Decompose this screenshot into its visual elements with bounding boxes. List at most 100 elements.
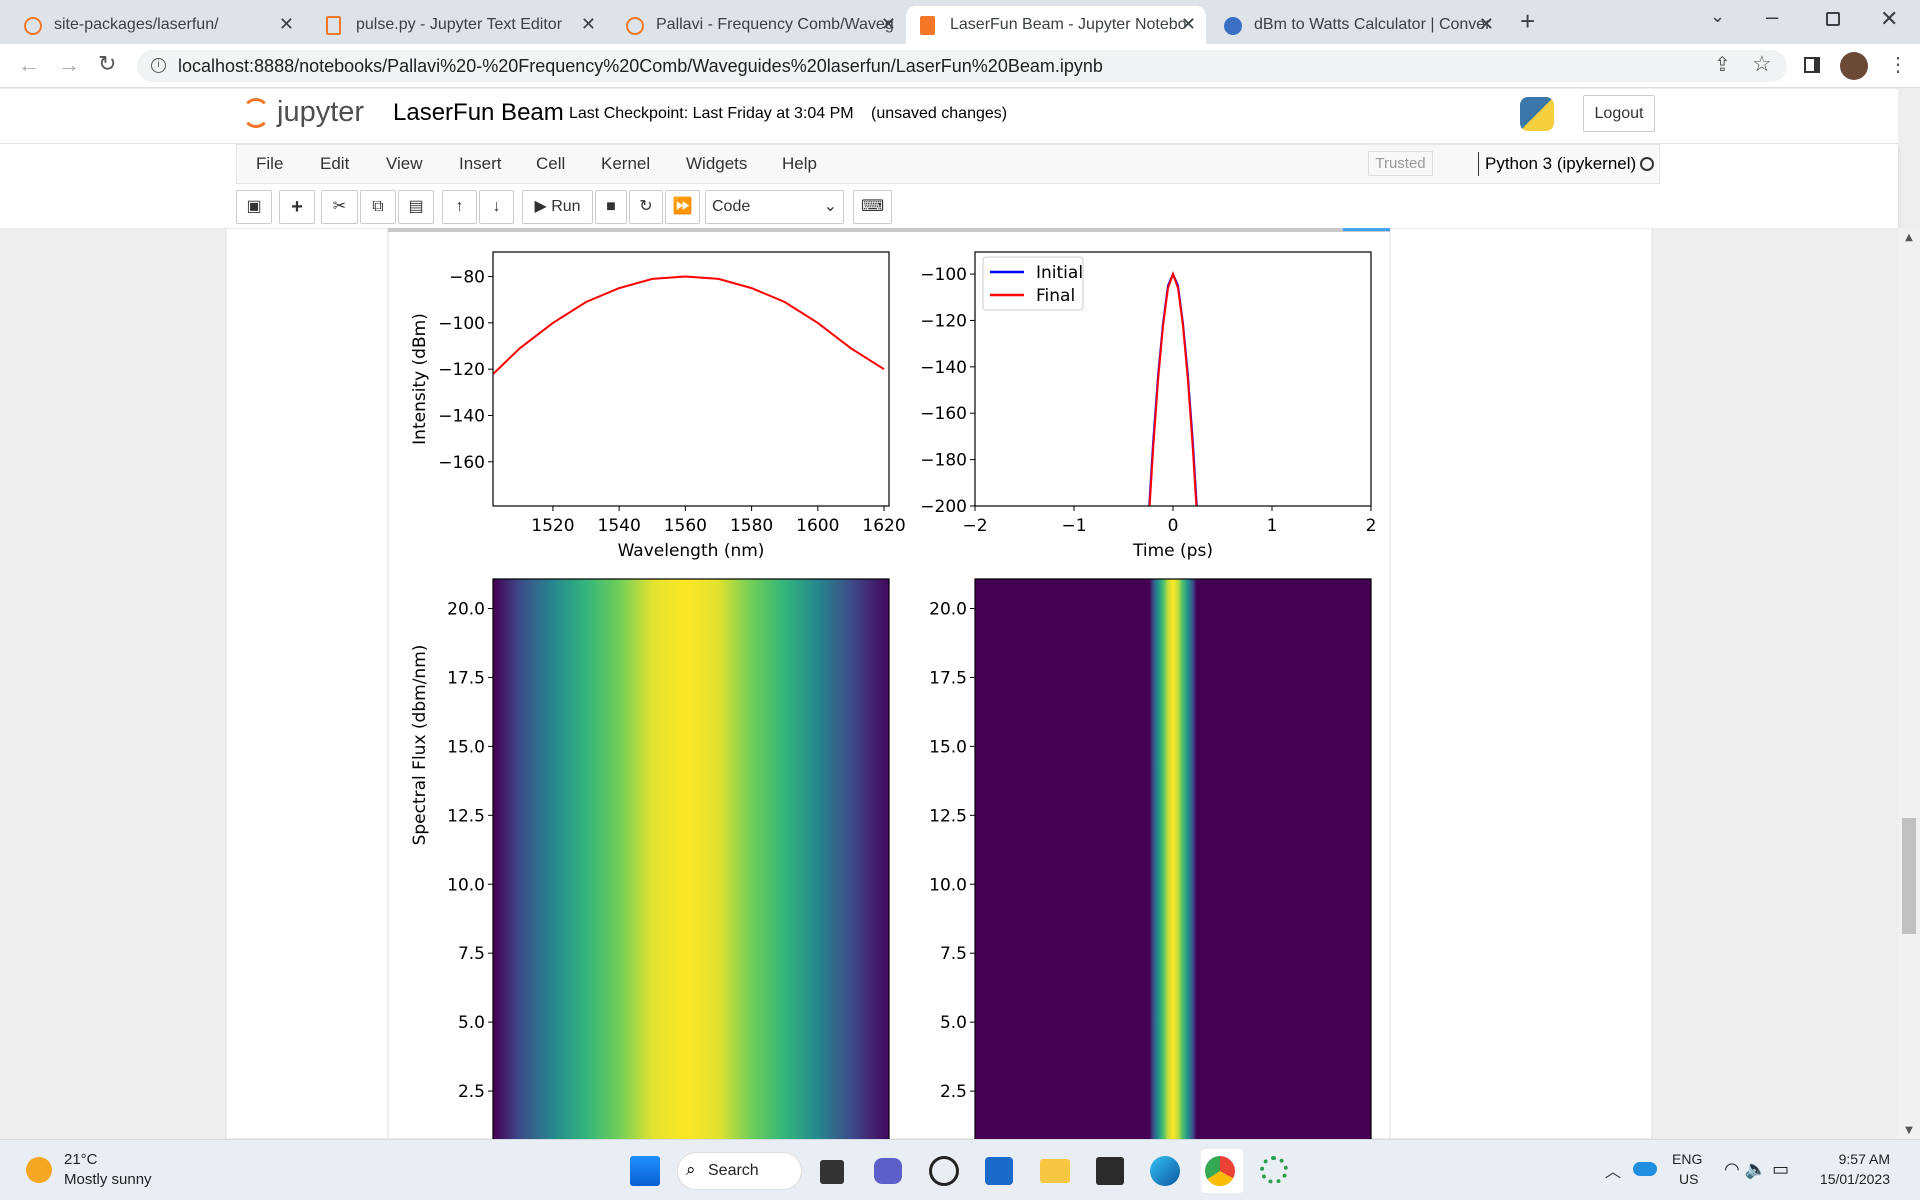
menu-item[interactable]: Insert [459,154,502,173]
language[interactable]: ENG [1672,1151,1703,1167]
run-button[interactable]: ▶ Run [522,190,593,224]
stop-button[interactable]: ■ [595,190,627,224]
bookmark[interactable]: ☆ [1752,51,1772,76]
side-panel[interactable] [1804,57,1820,73]
dropdown-arrow: ⌄ [823,198,837,215]
y-tick-label: −100 [438,314,485,334]
temperature[interactable]: 21°C [64,1151,98,1168]
tab-title: pulse.py - Jupyter Text Editor [356,16,563,33]
close[interactable]: ✕ [580,14,596,34]
notebook-name[interactable]: LaserFun Beam [393,99,564,126]
cut-button[interactable]: ✂ [321,190,358,224]
trusted-indicator[interactable]: Trusted [1368,151,1433,176]
tab[interactable]: pulse.py - Jupyter Text Editor ✕ [312,6,606,44]
y-tick-label: 15.0 [929,737,967,757]
move-down-button[interactable]: ↓ [479,190,514,224]
app-explorer[interactable] [1040,1159,1070,1183]
move-up-button[interactable]: ↑ [442,190,477,224]
scroll-shadow [388,228,1390,232]
task-view[interactable] [820,1160,844,1184]
clock-time[interactable]: 9:57 AM [1838,1151,1890,1167]
menu-item[interactable]: Cell [536,154,566,173]
scrollbar[interactable] [1898,228,1920,1139]
site-info[interactable]: i [151,58,166,73]
scrollbar-thumb[interactable] [1902,818,1916,934]
forward[interactable]: → [58,52,80,77]
menu-item[interactable]: View [386,154,423,173]
copy-button[interactable]: ⧉ [360,190,396,224]
app-chrome[interactable] [1205,1156,1235,1186]
y-tick-label: −140 [920,358,967,378]
reload[interactable]: ↻ [98,51,117,76]
onedrive[interactable] [1633,1162,1657,1176]
app-notes[interactable] [1096,1157,1124,1185]
close-window[interactable]: ✕ [1880,6,1899,31]
back[interactable]: ← [18,52,40,77]
url[interactable]: localhost:8888/notebooks/Pallavi%20-%20F… [178,56,1103,76]
keyboard-button[interactable]: ⌨ [853,190,892,224]
minimize[interactable]: – [1766,4,1779,29]
insert-button[interactable]: + [279,190,315,224]
omnibox[interactable] [137,50,1787,82]
save-button[interactable]: ▣ [236,190,272,224]
y-tick-label: 17.5 [929,668,967,688]
weather[interactable]: Mostly sunny [64,1171,152,1188]
save-status: (unsaved changes) [871,105,1008,122]
tab-icon [626,17,644,35]
start-button[interactable] [630,1156,660,1186]
x-tick-label: 1600 [796,516,839,536]
close[interactable]: ✕ [1180,14,1196,34]
close[interactable]: ✕ [880,14,896,34]
tab[interactable]: site-packages/laserfun/ ✕ [10,6,304,44]
y-tick-label: −120 [920,311,967,331]
app-store[interactable] [985,1157,1013,1185]
paste-button[interactable]: ▤ [398,190,434,224]
scroll-down[interactable]: ▼ [1905,1125,1913,1136]
x-axis-label: Time (ps) [1132,541,1213,561]
weather-icon [26,1157,52,1183]
clock-date[interactable]: 15/01/2023 [1819,1171,1890,1187]
scroll-up[interactable]: ▲ [1905,232,1913,243]
new-tab[interactable]: + [1520,6,1536,36]
region[interactable]: US [1679,1171,1699,1187]
y-tick-label: 20.0 [929,600,967,620]
menu-item[interactable]: Widgets [686,154,748,173]
menu-item[interactable]: Edit [320,154,350,173]
app-chat[interactable] [874,1158,902,1184]
share[interactable]: ⇪ [1714,54,1731,76]
logout-button[interactable]: Logout [1583,95,1655,132]
heatmap [493,579,889,1139]
close[interactable]: ✕ [1478,14,1494,34]
tab[interactable]: dBm to Watts Calculator | Conver ✕ [1210,6,1504,44]
app-dell[interactable] [929,1156,959,1186]
menu-item[interactable]: File [256,154,284,173]
menu-item[interactable]: Help [782,154,817,173]
close[interactable]: ✕ [278,14,294,34]
taskbar [0,1139,1920,1200]
app-loader[interactable] [1260,1156,1288,1184]
restart-button[interactable]: ↻ [629,190,663,224]
menu[interactable]: ⋮ [1888,54,1908,76]
y-tick-label: −140 [438,406,485,426]
y-tick-label: −120 [438,360,485,380]
x-tick-label: 1 [1267,516,1278,536]
search-box[interactable]: Search ⌕ [677,1152,802,1190]
tab[interactable]: Pallavi - Frequency Comb/Waveg ✕ [612,6,906,44]
menu-item[interactable]: Kernel [601,154,651,173]
tab-active[interactable]: LaserFun Beam - Jupyter Notebo ✕ [906,6,1206,44]
app-edge[interactable] [1150,1156,1180,1186]
jupyter-logo[interactable]: jupyter [277,96,365,128]
tab-search[interactable]: ⌄ [1710,6,1726,26]
y-tick-label: 10.0 [929,875,967,895]
tray-overflow[interactable]: ︿ [1605,1164,1622,1181]
y-axis-label: Spectral Flux (dbm/nm) [410,645,430,846]
profile[interactable] [1840,52,1868,80]
notebook-container [225,228,1653,1139]
restart-run-button[interactable]: ⏩ [665,190,700,224]
tray-status[interactable]: ◠ 🔈 ▭ [1724,1159,1790,1179]
restore[interactable] [1826,12,1840,26]
separator [1478,152,1479,176]
search-icon: ⌕ [686,1160,696,1179]
cell-type-select[interactable]: Code ⌄ [705,190,844,224]
